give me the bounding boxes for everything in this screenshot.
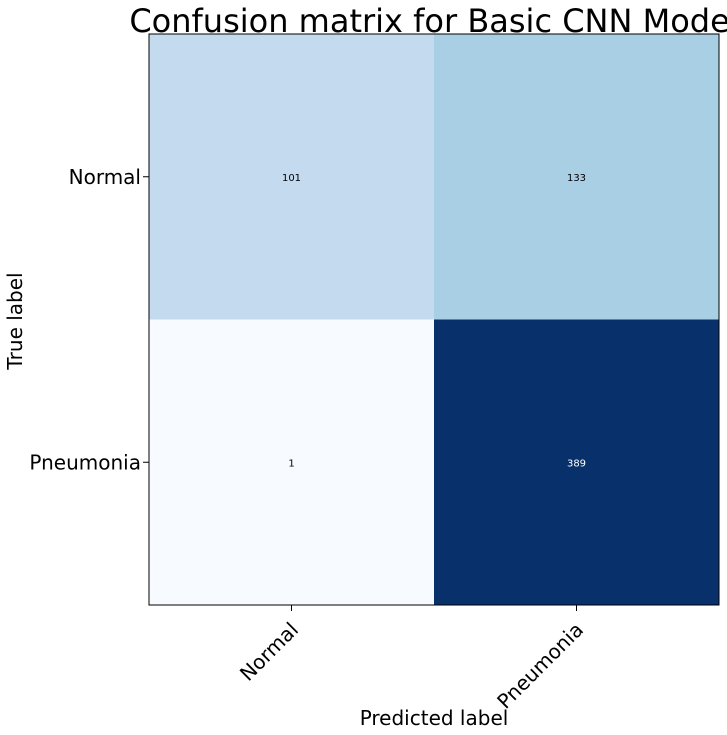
x-tick-label-0: Normal (235, 618, 303, 686)
y-tick-label-0: Normal (69, 165, 141, 189)
heatmap-cell-1-0 (149, 319, 434, 605)
y-tick-label-1: Pneumonia (29, 450, 141, 474)
cell-value-0-1: 133 (567, 173, 586, 184)
x-tick-label-1: Pneumonia (492, 618, 588, 714)
heatmap-cell-labels: 101 133 1 389 (282, 173, 586, 470)
plot-frame (148, 33, 720, 606)
cell-value-1-1: 389 (567, 458, 586, 469)
y-axis-label: True label (3, 272, 27, 370)
cell-value-1-0: 1 (288, 458, 294, 469)
heatmap-cell-1-1 (434, 319, 719, 605)
x-axis-label: Predicted label (360, 706, 509, 730)
heatmap-cell-0-0 (149, 34, 434, 320)
heatmap-cells (149, 34, 719, 605)
heatmap-cell-0-1 (434, 34, 719, 320)
cell-value-0-0: 101 (282, 173, 301, 184)
